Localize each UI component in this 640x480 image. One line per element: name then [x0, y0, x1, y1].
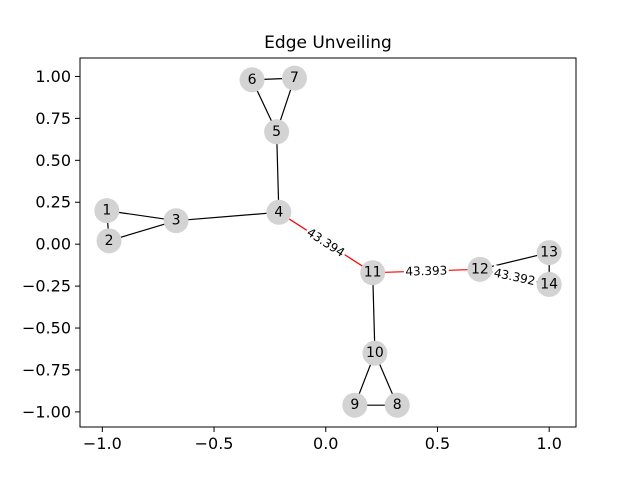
node-label-14: 14 — [540, 276, 558, 292]
y-tick-label: 0.50 — [35, 151, 71, 170]
y-tick-label: −0.75 — [22, 360, 71, 379]
y-tick-label: 0.25 — [35, 193, 71, 212]
edge-labels-layer: 43.394 43.393 43.392 — [302, 224, 539, 290]
node-10 — [362, 340, 388, 366]
x-tick-label: 0.5 — [425, 434, 450, 453]
edge-label-background — [302, 224, 349, 261]
edge-weight-label: 43.393 — [405, 263, 447, 278]
node-14 — [536, 271, 562, 297]
y-tick-label: 0.75 — [35, 109, 71, 128]
edge-label-group-4-11: 43.394 — [302, 224, 349, 261]
node-9 — [342, 392, 368, 418]
node-label-2: 2 — [105, 233, 114, 249]
x-tick-label: 1.0 — [536, 434, 561, 453]
edge-3-4 — [176, 211, 279, 222]
node-label-4: 4 — [274, 204, 283, 220]
node-label-13: 13 — [540, 245, 558, 261]
node-6 — [239, 67, 265, 93]
node-label-11: 11 — [364, 265, 382, 281]
y-tick-label: 1.00 — [35, 67, 71, 86]
y-tick-label: −1.00 — [22, 402, 71, 421]
plot-frame — [79, 57, 577, 428]
node-label-5: 5 — [272, 124, 281, 140]
node-2 — [96, 228, 122, 254]
edge-label-group-11-12: 43.393 — [403, 262, 450, 280]
node-label-7: 7 — [290, 70, 299, 86]
node-12 — [467, 256, 493, 282]
y-tick-label: −0.50 — [22, 319, 71, 338]
node-label-9: 9 — [350, 397, 359, 413]
edge-11-10 — [372, 272, 376, 354]
node-label-10: 10 — [366, 345, 384, 361]
node-label-1: 1 — [102, 203, 111, 219]
edge-4-5 — [276, 131, 280, 213]
node-label-3: 3 — [172, 213, 181, 229]
chart-title: Edge Unveiling — [264, 33, 392, 53]
y-tick-label: 0.00 — [35, 235, 71, 254]
y-tick-label: −0.25 — [22, 277, 71, 296]
node-7 — [281, 65, 307, 91]
x-tick-label: −0.5 — [195, 434, 234, 453]
edge-weight-label: 43.392 — [493, 266, 537, 289]
node-8 — [384, 392, 410, 418]
y-axis: 1.00 0.75 0.50 0.25 0.00 −0.25 −0.50 −0.75 −1.00 — [22, 67, 80, 421]
node-5 — [264, 119, 290, 145]
node-3 — [163, 208, 189, 234]
x-axis: −1.0 −0.5 0.0 0.5 1.0 — [83, 427, 562, 453]
edge-label-background — [403, 262, 450, 280]
edge-label-group-12-14: 43.392 — [490, 264, 539, 290]
edge-label-background — [490, 264, 539, 290]
node-4 — [266, 199, 292, 225]
edge-weight-label: 43.394 — [304, 225, 347, 260]
node-label-8: 8 — [393, 397, 402, 413]
node-11 — [360, 260, 386, 286]
node-13 — [536, 240, 562, 266]
node-label-6: 6 — [248, 72, 257, 88]
node-label-12: 12 — [471, 261, 489, 277]
x-tick-label: 0.0 — [313, 434, 338, 453]
node-1 — [94, 198, 120, 224]
x-tick-label: −1.0 — [83, 434, 122, 453]
